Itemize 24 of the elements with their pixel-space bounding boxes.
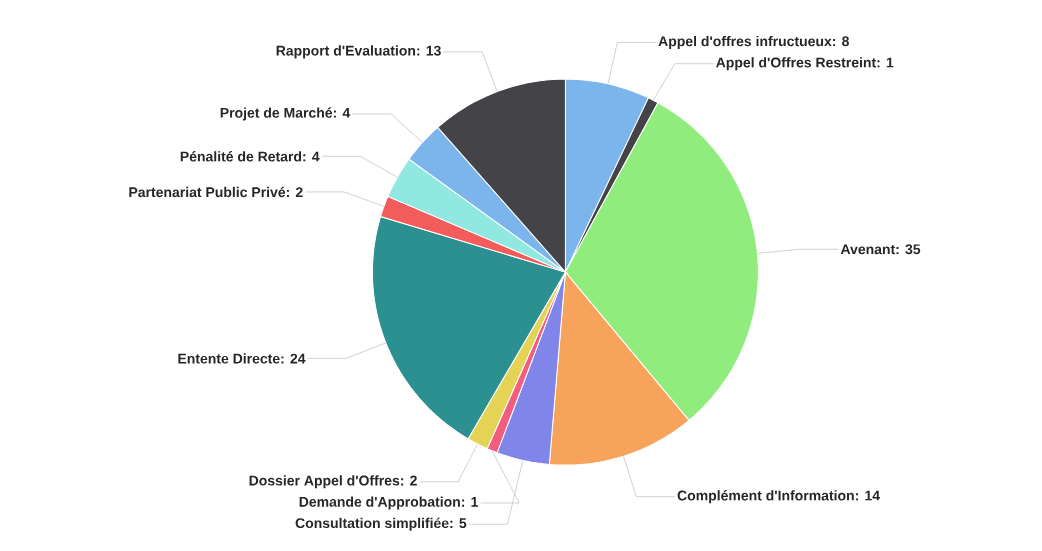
data-label: : 4 <box>333 107 351 118</box>
slice-label: Appel d'Offres Restreint <box>716 57 876 71</box>
data-label: : 1 <box>877 57 894 68</box>
slice-label: Consultation simplifiée <box>295 517 449 531</box>
slice-label: Projet de Marché <box>220 107 333 121</box>
slice-label: Appel d'offres infructueux <box>658 35 832 49</box>
slice-label: Avenant <box>840 244 896 255</box>
slice-label: Pénalité de Retard <box>180 151 302 162</box>
data-label: : 5 <box>450 518 467 529</box>
data-label: : 24 <box>281 353 306 364</box>
slice-label: Entente Directe <box>178 353 280 364</box>
slice-label: Complément d'Information <box>677 490 854 504</box>
slice-label: Rapport d'Evaluation <box>276 45 416 59</box>
data-label: : 2 <box>401 475 417 486</box>
data-label: : 8 <box>833 36 849 47</box>
data-label: : 13 <box>417 45 441 56</box>
slice-label: Partenariat Public Privé <box>129 186 286 198</box>
slice-label: Dossier Appel d'Offres <box>249 475 400 489</box>
slice-label: Demande d'Approbation <box>299 496 460 510</box>
data-label: : 4 <box>303 151 320 162</box>
data-label: : 1 <box>462 497 478 507</box>
data-label: : 35 <box>896 244 921 255</box>
data-label: : 2 <box>286 187 303 197</box>
data-label: : 14 <box>855 490 880 501</box>
